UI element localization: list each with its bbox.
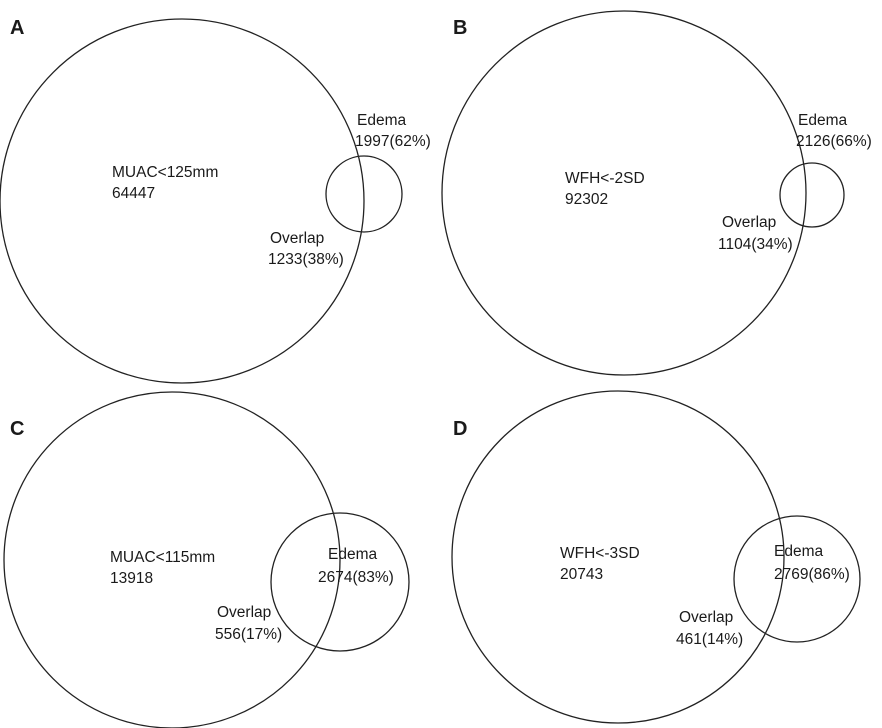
panel-letter: D — [453, 418, 467, 440]
edema-label: Edema — [798, 112, 847, 129]
edema-circle — [779, 162, 845, 228]
main-group-label: MUAC<115mm — [110, 549, 215, 566]
panel-a: A MUAC<125mm 64447 Edema 1997(62%) Overl… — [0, 17, 431, 384]
edema-value: 1997(62%) — [355, 133, 431, 150]
edema-value: 2674(83%) — [318, 569, 394, 586]
edema-value: 2126(66%) — [796, 133, 872, 150]
main-circle — [0, 18, 365, 384]
edema-label: Edema — [357, 112, 406, 129]
main-group-count: 20743 — [560, 566, 603, 583]
main-group-count: 13918 — [110, 570, 153, 587]
main-group-label: MUAC<125mm — [112, 164, 218, 181]
main-circle — [441, 10, 807, 376]
overlap-value: 556(17%) — [215, 626, 282, 643]
overlap-value: 1104(34%) — [718, 236, 793, 253]
edema-value: 2769(86%) — [774, 566, 850, 583]
panel-c: C MUAC<115mm 13918 Edema 2674(83%) Overl… — [3, 391, 410, 728]
panel-letter: B — [453, 17, 467, 39]
main-group-count: 92302 — [565, 191, 608, 208]
edema-circle — [270, 512, 410, 652]
panel-d: D WFH<-3SD 20743 Edema 2769(86%) Overlap… — [451, 390, 861, 724]
overlap-label: Overlap — [270, 230, 324, 247]
overlap-label: Overlap — [679, 609, 733, 626]
main-circle — [3, 391, 341, 728]
main-group-label: WFH<-2SD — [565, 170, 645, 187]
main-circle — [451, 390, 785, 724]
panel-letter: A — [10, 17, 24, 39]
panel-letter: C — [10, 418, 24, 440]
panel-b: B WFH<-2SD 92302 Edema 2126(66%) Overlap… — [441, 10, 872, 376]
edema-label: Edema — [328, 546, 377, 563]
main-group-label: WFH<-3SD — [560, 545, 640, 562]
overlap-value: 1233(38%) — [268, 251, 344, 268]
overlap-value: 461(14%) — [676, 631, 743, 648]
overlap-label: Overlap — [217, 604, 271, 621]
edema-circle — [325, 155, 403, 233]
main-group-count: 64447 — [112, 185, 155, 202]
edema-circle — [733, 515, 861, 643]
overlap-label: Overlap — [722, 214, 776, 231]
edema-label: Edema — [774, 543, 823, 560]
